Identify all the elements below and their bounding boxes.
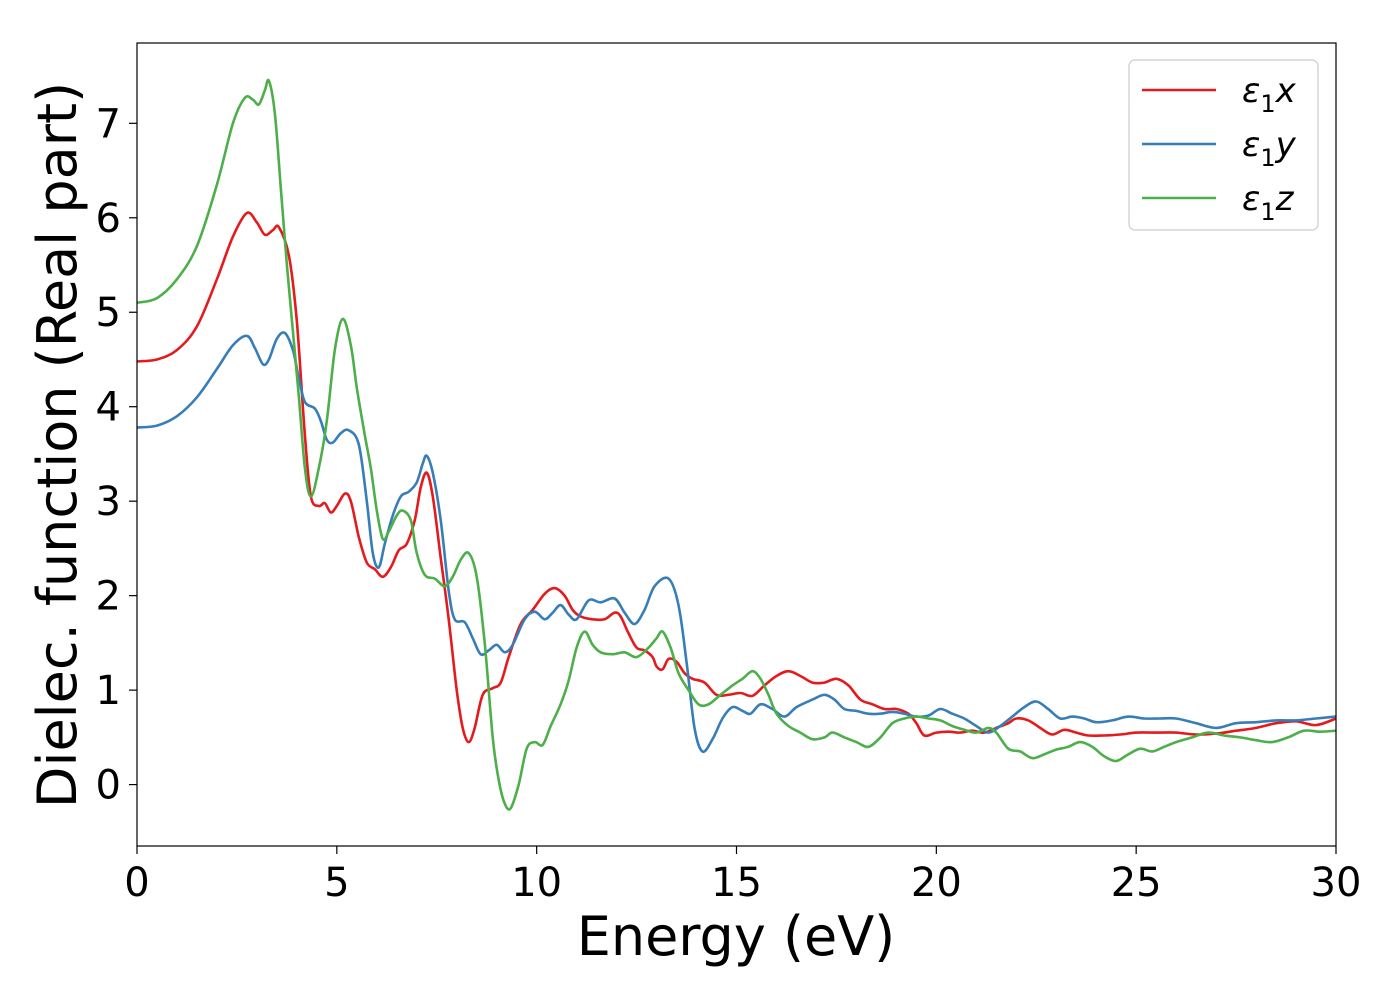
y-tick-label: 0 (96, 763, 121, 809)
y-tick-label: 1 (96, 668, 121, 714)
series-layer (137, 78, 1336, 811)
legend-label-y: ε1y (1242, 125, 1297, 172)
x-tick-label: 0 (124, 860, 149, 906)
y-tick-label: 7 (96, 101, 121, 147)
y-axis-title: Dielec. function (Real part) (26, 82, 89, 808)
legend-box (1128, 59, 1319, 231)
y-tick-label: 4 (96, 385, 121, 431)
series-line-z (137, 78, 1336, 811)
x-tick-label: 10 (511, 860, 562, 906)
y-axis: 0 1 2 3 4 5 6 7 (96, 101, 137, 809)
legend-label-x: ε1x (1242, 71, 1297, 118)
legend-label-z: ε1z (1242, 179, 1295, 226)
x-axis: 0 5 10 15 20 25 30 (124, 846, 1361, 906)
x-tick-label: 25 (1111, 860, 1162, 906)
legend: ε1x ε1y ε1z (1128, 59, 1319, 231)
x-tick-label: 5 (324, 860, 349, 906)
x-tick-label: 15 (711, 860, 762, 906)
y-tick-label: 5 (96, 290, 121, 336)
series-line-x (137, 211, 1336, 744)
y-tick-label: 3 (96, 479, 121, 525)
x-tick-label: 20 (911, 860, 962, 906)
y-tick-label: 2 (96, 574, 121, 620)
series-line-y (137, 331, 1336, 754)
x-tick-label: 30 (1311, 860, 1362, 906)
y-tick-label: 6 (96, 196, 121, 242)
x-axis-title: Energy (eV) (577, 905, 896, 968)
